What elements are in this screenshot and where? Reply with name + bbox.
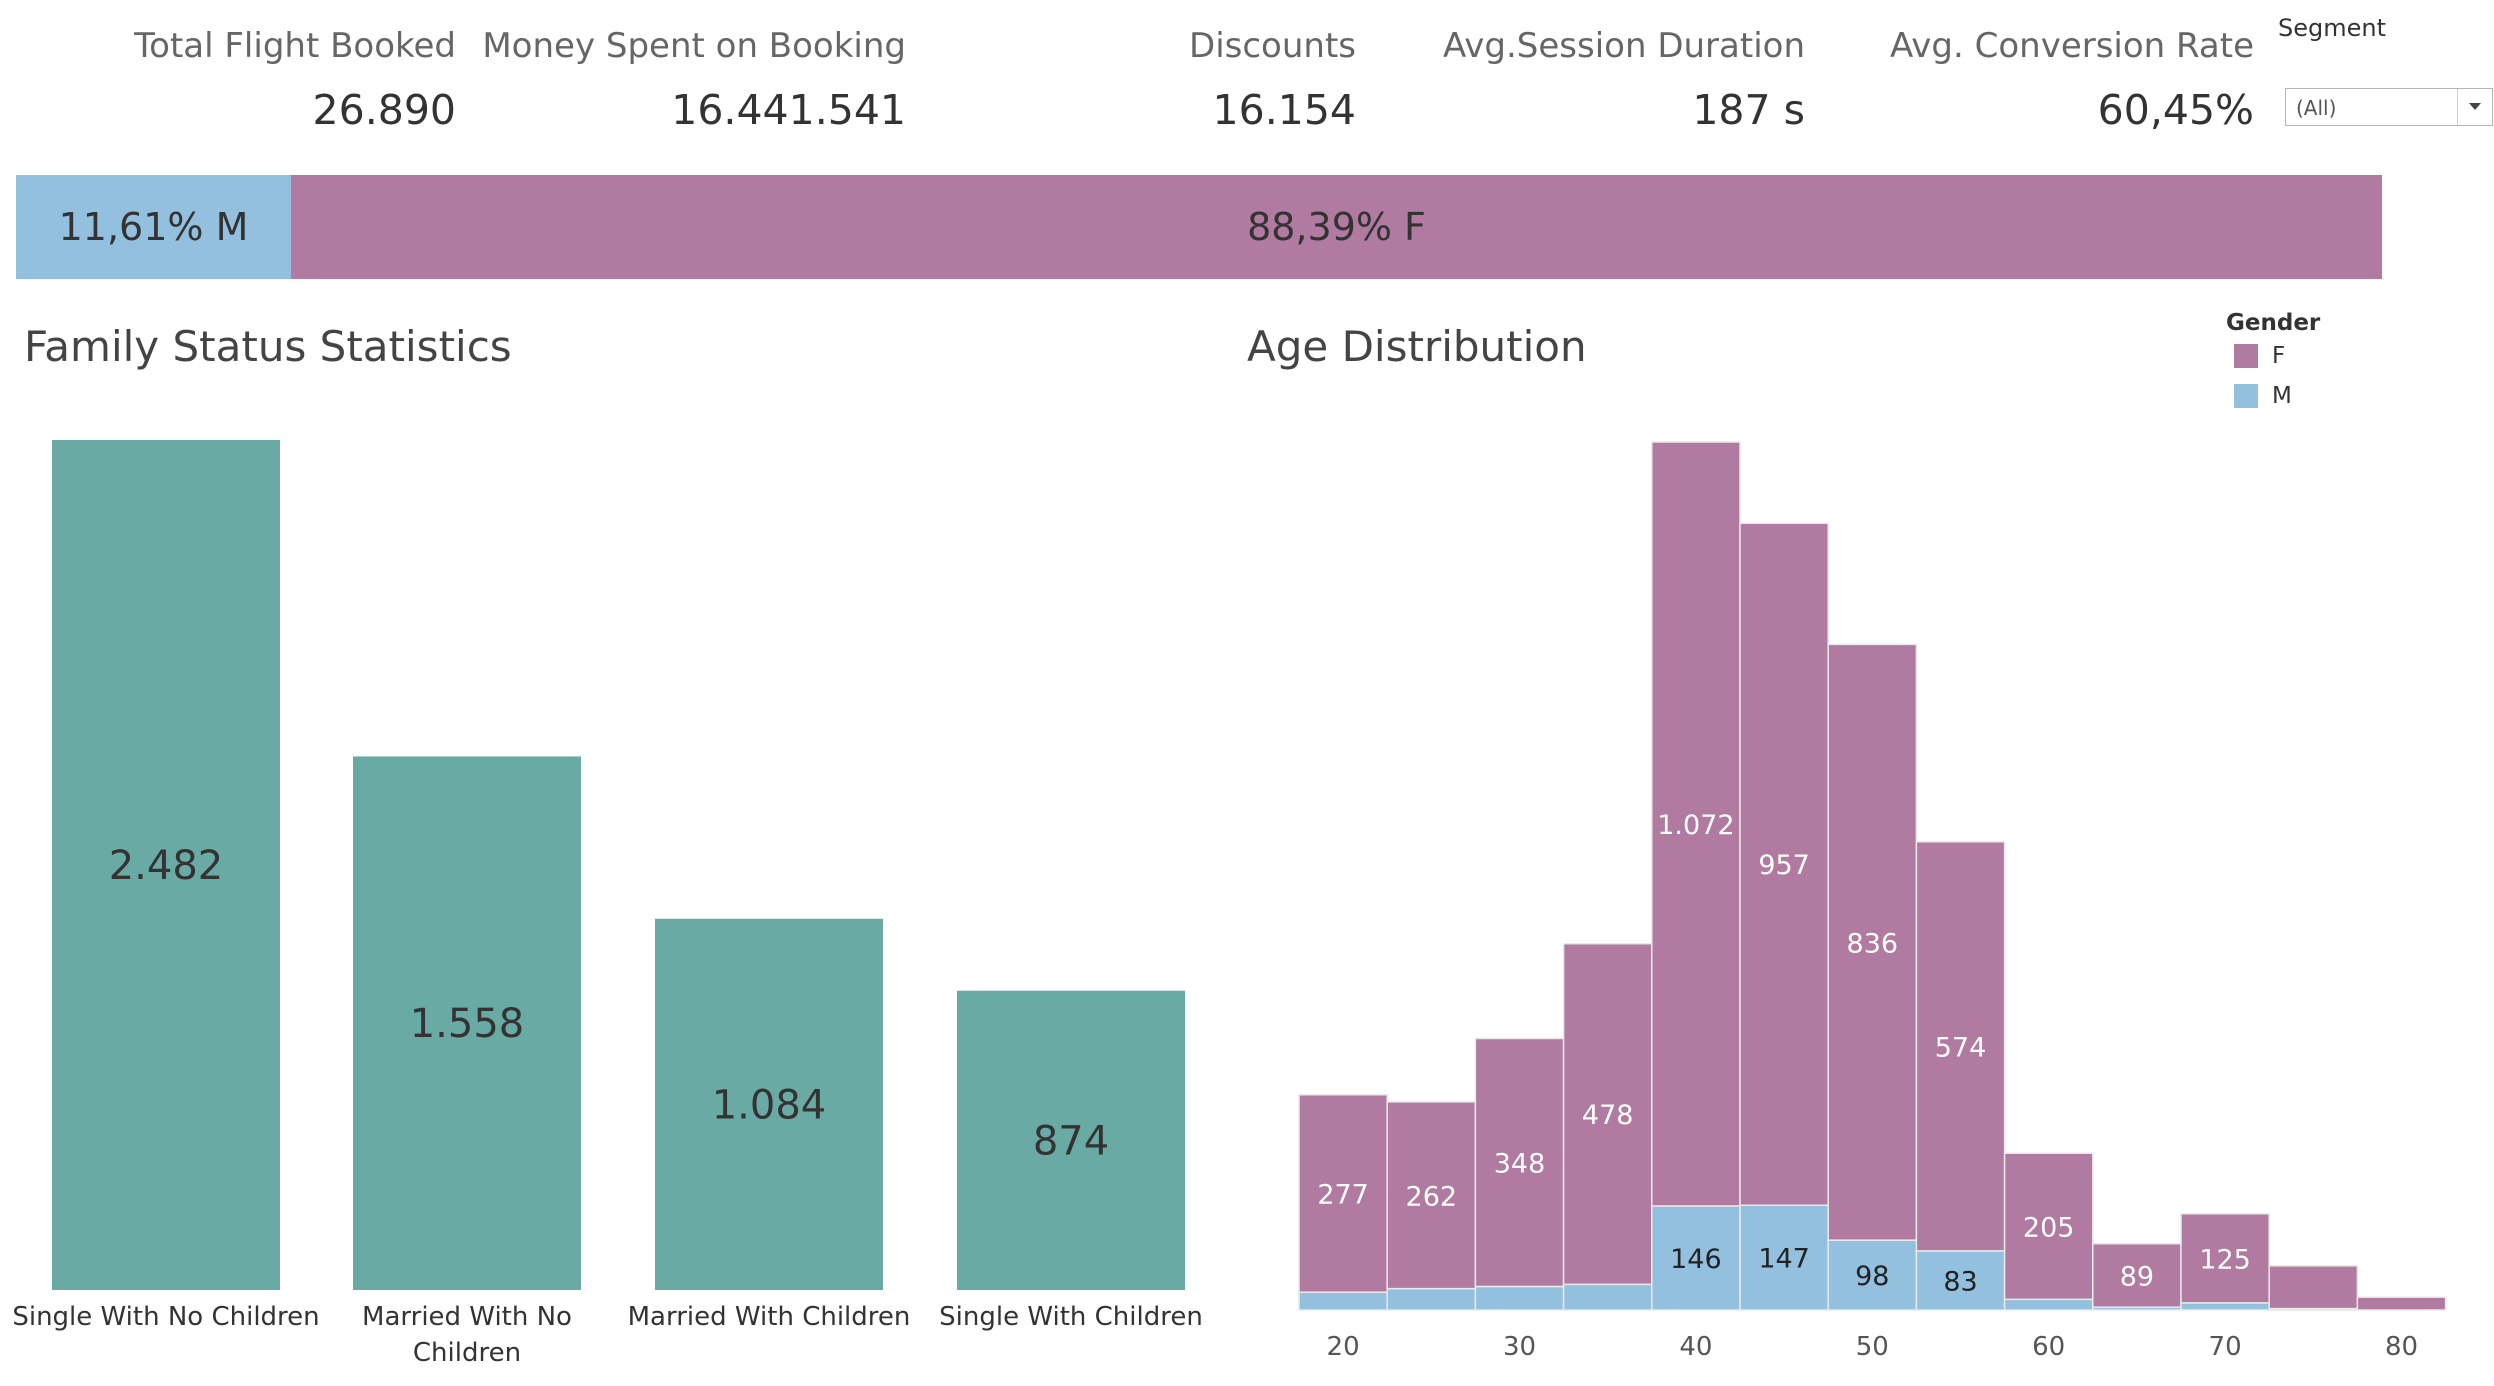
segment-filter-label: Segment <box>2278 14 2386 42</box>
age-axis-tick-label: 60 <box>2032 1332 2065 1362</box>
age-axis-tick-label: 80 <box>2385 1332 2418 1362</box>
age-bar-female <box>2180 1213 2270 1304</box>
age-bar-male <box>1298 1291 1388 1311</box>
age-bar-female-label: 348 <box>1494 1148 1546 1179</box>
segment-dropdown[interactable]: (All) <box>2285 88 2493 126</box>
legend-title: Gender <box>2226 310 2321 336</box>
age-bar-female <box>1474 1037 1565 1288</box>
age-bar-female <box>1651 441 1741 1207</box>
age-bar-female <box>1739 522 1829 1206</box>
age-axis-tick-label: 20 <box>1327 1332 1360 1362</box>
age-bar-female <box>1386 1101 1477 1290</box>
kpi-value: 26.890 <box>312 86 456 134</box>
age-bar-female <box>1298 1094 1388 1293</box>
age-bar-male-label: 146 <box>1670 1244 1722 1275</box>
family-category-label: Children <box>413 1338 521 1368</box>
age-bar-male <box>1474 1285 1565 1311</box>
age-bar-female-label: 836 <box>1847 928 1899 959</box>
family-bar <box>353 756 581 1290</box>
family-bar <box>957 990 1185 1290</box>
age-bar-female <box>1915 841 2006 1252</box>
age-bar-male <box>1386 1287 1477 1311</box>
kpi-label: Avg.Session Duration <box>1443 26 1805 66</box>
kpi-label: Total Flight Booked <box>134 26 456 66</box>
age-bar-male <box>1739 1204 1829 1311</box>
age-axis-tick-label: 40 <box>1679 1332 1712 1362</box>
age-bar-male-label: 147 <box>1758 1244 1810 1275</box>
kpi-value: 16.154 <box>1212 86 1356 134</box>
age-bar-female-label: 478 <box>1582 1100 1634 1131</box>
family-status-title: Family Status Statistics <box>24 322 512 371</box>
age-bar-female-label: 277 <box>1317 1179 1369 1210</box>
legend-label: M <box>2272 383 2292 409</box>
age-bar-female-label: 574 <box>1935 1032 1987 1063</box>
kpi-label: Money Spent on Booking <box>482 26 906 66</box>
age-bar-male-label: 83 <box>1943 1266 1977 1297</box>
age-bar-female <box>2356 1296 2447 1311</box>
kpi-label: Avg. Conversion Rate <box>1890 26 2254 66</box>
family-bar-value-label: 2.482 <box>109 843 224 889</box>
chevron-down-icon[interactable] <box>2457 89 2492 125</box>
age-bar-female <box>2268 1265 2359 1310</box>
family-bar-value-label: 1.084 <box>712 1082 827 1128</box>
age-bar-female <box>2003 1152 2094 1301</box>
legend-item-male[interactable]: M <box>2226 376 2320 416</box>
legend-swatch <box>2234 344 2258 368</box>
age-axis-tick-label: 70 <box>2209 1332 2242 1362</box>
gender-segment-female[interactable]: 88,39% F <box>291 175 2382 279</box>
age-bar-female <box>1562 942 1653 1286</box>
kpi-value: 60,45% <box>2097 86 2254 134</box>
age-axis-tick-label: 50 <box>1856 1332 1889 1362</box>
family-category-label: Married With No <box>362 1302 572 1332</box>
age-bar-male <box>1827 1239 1918 1311</box>
age-distribution-title: Age Distribution <box>1247 322 1587 371</box>
gender-segment-label: 88,39% F <box>1247 205 1426 249</box>
age-bar-female-label: 125 <box>2199 1244 2251 1275</box>
age-bar-female-label: 957 <box>1758 850 1810 881</box>
family-bar <box>655 918 883 1290</box>
kpi-label: Discounts <box>1189 26 1356 66</box>
gender-segment-label: 11,61% M <box>58 205 249 249</box>
segment-selected-value: (All) <box>2296 96 2337 120</box>
age-bar-female-label: 89 <box>2120 1261 2154 1292</box>
age-bar-male <box>2003 1298 2094 1311</box>
gender-split-bar: 11,61% M 88,39% F <box>16 175 2382 279</box>
family-bar-value-label: 1.558 <box>410 1001 525 1047</box>
gender-segment-male[interactable]: 11,61% M <box>16 175 291 279</box>
age-bar-female <box>1827 643 1918 1241</box>
age-bar-female <box>2092 1242 2182 1308</box>
family-bar <box>52 440 280 1290</box>
kpi-value: 16.441.541 <box>671 86 906 134</box>
legend-label: F <box>2272 343 2286 369</box>
age-bar-female-label: 205 <box>2023 1212 2075 1243</box>
legend-swatch <box>2234 384 2258 408</box>
legend-item-female[interactable]: F <box>2226 336 2320 376</box>
family-bar-value-label: 874 <box>1033 1118 1109 1164</box>
family-status-chart: 2.482 Single With No Children 1.558 Married… <box>12 440 1203 1368</box>
age-distribution-chart: 277 262 348 478 1.072 146 957 147 836 98 574 83 205 8… <box>1298 441 2447 1362</box>
age-bar-female-label: 1.072 <box>1657 810 1734 841</box>
age-bar-male <box>1562 1283 1653 1311</box>
age-bar-male <box>2180 1302 2270 1311</box>
family-category-label: Married With Children <box>628 1302 911 1332</box>
family-category-label: Single With No Children <box>12 1302 319 1332</box>
age-bar-female-label: 262 <box>1406 1181 1458 1212</box>
family-category-label: Single With Children <box>939 1302 1203 1332</box>
gender-legend: Gender F M <box>2226 310 2320 416</box>
age-axis-tick-label: 30 <box>1503 1332 1536 1362</box>
age-bar-male-label: 98 <box>1855 1261 1889 1292</box>
kpi-value: 187 s <box>1692 86 1805 134</box>
age-bar-male <box>1915 1250 2006 1311</box>
